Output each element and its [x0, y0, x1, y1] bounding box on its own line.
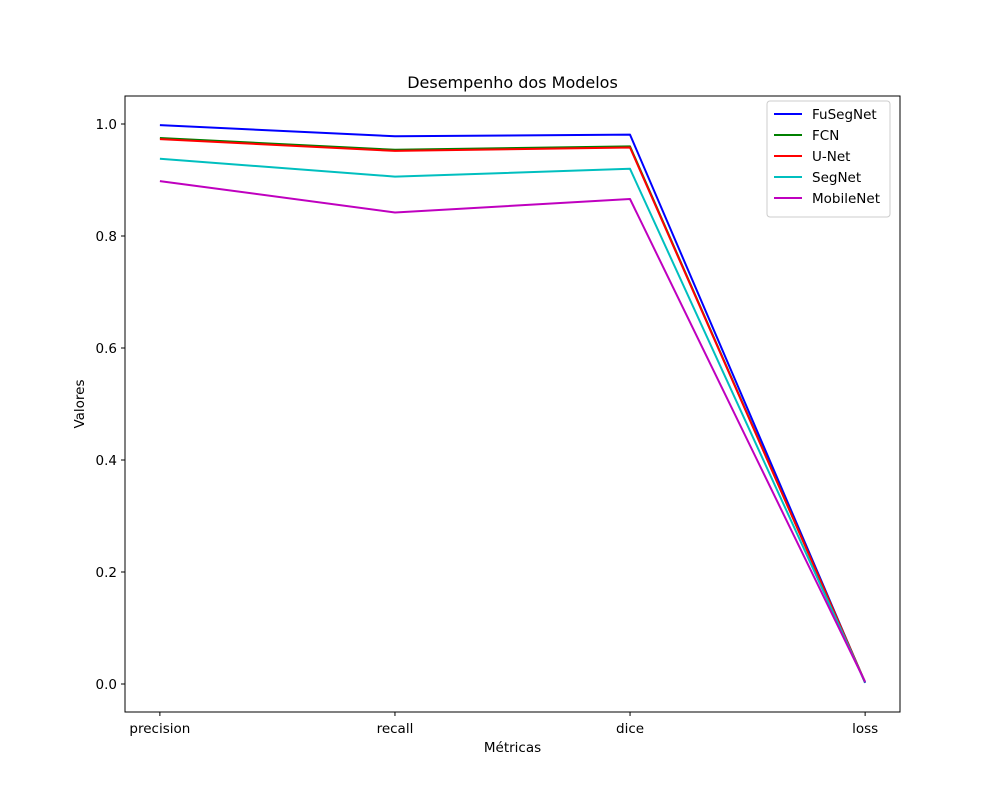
legend-label: MobileNet	[812, 191, 880, 207]
x-tick-label: recall	[377, 721, 414, 737]
y-tick-label: 0.2	[96, 565, 117, 581]
x-tick-label: loss	[852, 721, 878, 737]
legend-label: U-Net	[812, 149, 850, 165]
series-line-mobilenet	[159, 180, 866, 683]
y-axis: 0.0 0.2 0.4 0.6 0.8 1.0	[96, 117, 125, 693]
y-tick-label: 0.6	[96, 341, 117, 357]
y-axis-label: Valores	[72, 379, 88, 428]
x-axis-label: Métricas	[484, 740, 541, 756]
y-tick-label: 0.0	[96, 677, 117, 693]
series-line-fusegnet	[159, 124, 867, 684]
legend-label: FuSegNet	[812, 107, 877, 123]
x-tick-label: precision	[129, 721, 190, 737]
legend-label: SegNet	[812, 170, 861, 186]
series-layer	[159, 124, 867, 684]
legend: FuSegNet FCN U-Net SegNet MobileNet	[766, 100, 891, 218]
x-axis: precision recall dice loss	[129, 712, 878, 737]
chart-title: Desempenho dos Modelos	[407, 73, 618, 92]
plot-area-frame	[124, 95, 901, 713]
y-tick-label: 0.8	[96, 229, 117, 245]
legend-label: FCN	[812, 128, 839, 144]
legend-frame	[766, 100, 891, 218]
series-line-segnet	[159, 157, 867, 683]
series-line-u-net	[159, 138, 867, 683]
y-tick-label: 1.0	[96, 117, 117, 133]
x-tick-label: dice	[616, 721, 644, 737]
y-tick-label: 0.4	[96, 453, 117, 469]
